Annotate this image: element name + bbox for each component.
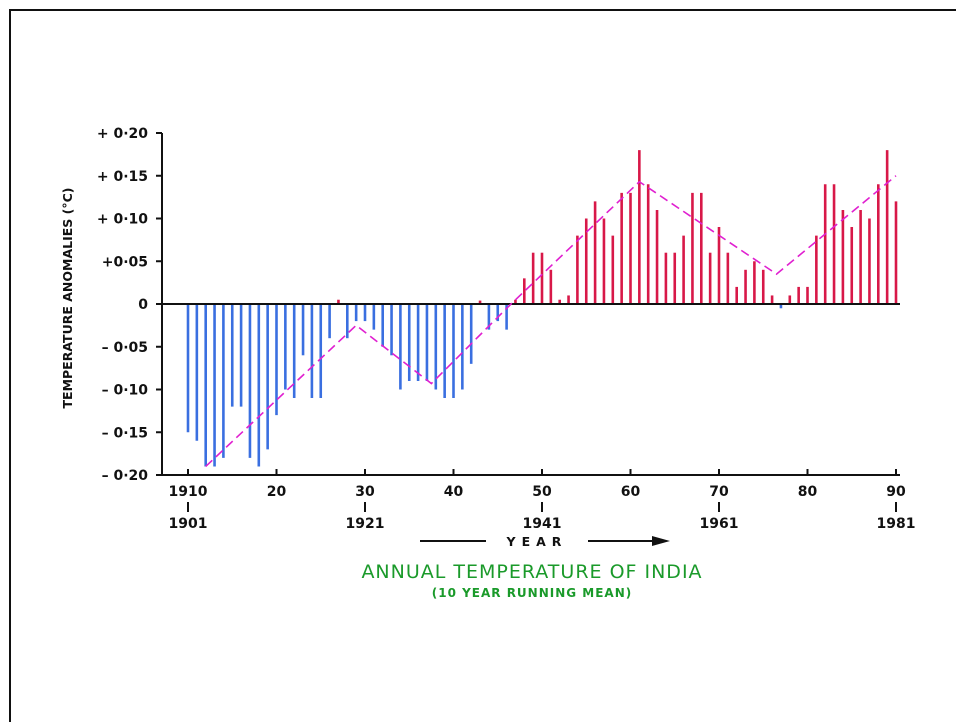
- x-tick-label: 80: [798, 484, 818, 500]
- y-tick-label: + 0·10: [97, 212, 148, 228]
- x-tick-sublabel: 1941: [523, 516, 562, 532]
- chart-subtitle: (10 YEAR RUNNING MEAN): [432, 586, 633, 600]
- chart-title: ANNUAL TEMPERATURE OF INDIA: [361, 561, 702, 583]
- x-tick-label: 60: [621, 484, 641, 500]
- trend-line: [205, 175, 897, 468]
- y-tick-label: – 0·20: [102, 468, 149, 484]
- x-tick-label: 70: [709, 484, 729, 500]
- x-tick-label: 1910: [169, 484, 208, 500]
- y-axis-title: TEMPERATURE ANOMALIES (°C): [60, 188, 75, 409]
- y-tick-label: +0·05: [102, 254, 148, 270]
- y-tick-label: – 0·10: [102, 383, 149, 399]
- axes-group: + 0·20 + 0·15 + 0·10 +0·05 0 – 0·05 – 0·10 – 0·…: [97, 126, 916, 532]
- x-tick-label: 50: [532, 484, 552, 500]
- x-axis-title: YEAR: [506, 534, 568, 549]
- x-tick-label: 20: [267, 484, 287, 500]
- slide-frame: [9, 9, 956, 722]
- y-tick-label: 0: [138, 297, 148, 313]
- x-tick-sublabel: 1921: [346, 516, 385, 532]
- x-tick-label: 40: [444, 484, 464, 500]
- x-tick-sublabel: 1961: [700, 516, 739, 532]
- bars-group: [186, 150, 898, 467]
- x-tick-sublabel: 1901: [169, 516, 208, 532]
- x-tick-label: 30: [355, 484, 375, 500]
- y-tick-label: + 0·15: [97, 169, 148, 185]
- x-axis-title-arrowhead: [652, 536, 670, 546]
- y-tick-label: – 0·15: [102, 425, 148, 441]
- y-tick-label: – 0·05: [102, 340, 148, 356]
- x-tick-label: 90: [886, 484, 906, 500]
- x-tick-sublabel: 1981: [877, 516, 916, 532]
- y-tick-label: + 0·20: [97, 126, 148, 142]
- x-axis-title-group: YEAR: [420, 534, 670, 549]
